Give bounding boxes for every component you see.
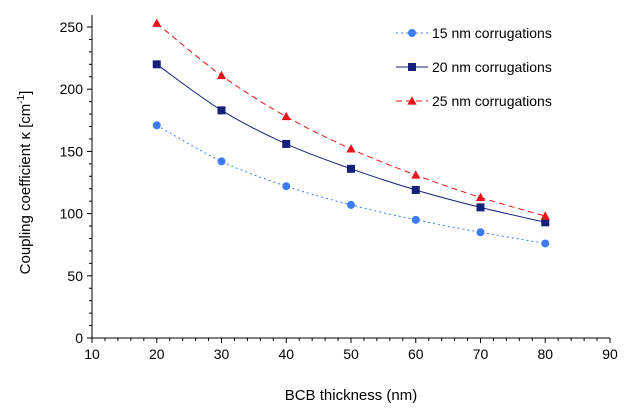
data-point	[152, 18, 162, 27]
legend-label: 20 nm corrugations	[432, 59, 552, 75]
series-line	[156, 124, 546, 244]
data-point	[347, 200, 355, 209]
x-tick-label: 60	[408, 346, 424, 362]
data-point	[411, 170, 421, 179]
data-point	[541, 239, 550, 248]
legend-marker	[407, 96, 417, 105]
data-point	[346, 144, 356, 153]
x-ticks: 10 20 30 40 50 60 70 80 90	[84, 338, 618, 362]
x-axis-title: BCB thickness (nm)	[285, 387, 418, 404]
y-tick-label: 100	[60, 206, 84, 222]
y-axis-title-close: ]	[17, 91, 34, 95]
series-triangle	[152, 18, 550, 220]
data-point	[152, 60, 161, 69]
x-tick-label: 80	[537, 346, 553, 362]
data-point	[411, 185, 420, 194]
y-tick-label: 150	[60, 143, 84, 159]
data-point	[540, 211, 550, 220]
legend-label: 15 nm corrugations	[432, 25, 552, 41]
x-tick-label: 70	[473, 346, 489, 362]
series-layer	[152, 18, 550, 248]
x-tick-label: 30	[214, 346, 230, 362]
x-tick-label: 50	[343, 346, 359, 362]
data-point	[476, 203, 485, 212]
data-point	[282, 139, 291, 148]
data-point	[282, 182, 291, 191]
legend-label: 25 nm corrugations	[432, 93, 552, 109]
data-point	[216, 70, 227, 80]
series-line	[156, 22, 546, 217]
y-axis-title-main: Coupling coefficient κ [cm	[17, 104, 34, 275]
data-point	[152, 121, 161, 130]
legend-entry: 25 nm corrugations	[396, 93, 552, 109]
data-point	[411, 215, 420, 224]
legend-marker	[408, 29, 416, 37]
series-square	[152, 60, 550, 227]
y-tick-label: 250	[60, 19, 84, 35]
y-tick-label: 200	[60, 81, 84, 97]
x-tick-label: 20	[149, 346, 165, 362]
x-tick-label: 90	[602, 346, 618, 362]
x-tick-label: 10	[84, 346, 100, 362]
y-axis-title: Coupling coefficient κ [cm-1]	[16, 91, 34, 275]
series-line	[156, 63, 546, 223]
data-point	[217, 157, 226, 166]
legend-entry: 20 nm corrugations	[396, 59, 552, 75]
legend: 15 nm corrugations 20 nm corrugations 25 n…	[396, 25, 552, 109]
series-circle	[152, 121, 550, 248]
y-tick-label: 50	[67, 268, 83, 284]
legend-entry: 15 nm corrugations	[396, 25, 552, 41]
data-point	[475, 192, 486, 202]
y-ticks: 0 50 100 150 200 250	[60, 19, 92, 346]
data-point	[281, 111, 291, 121]
data-point	[476, 228, 485, 237]
data-point	[541, 218, 550, 227]
x-tick-label: 40	[278, 346, 294, 362]
data-point	[217, 106, 226, 115]
data-point	[347, 164, 355, 173]
y-tick-label: 0	[75, 330, 83, 346]
legend-marker	[408, 63, 416, 71]
y-axis-title-sup: -1	[16, 94, 27, 103]
